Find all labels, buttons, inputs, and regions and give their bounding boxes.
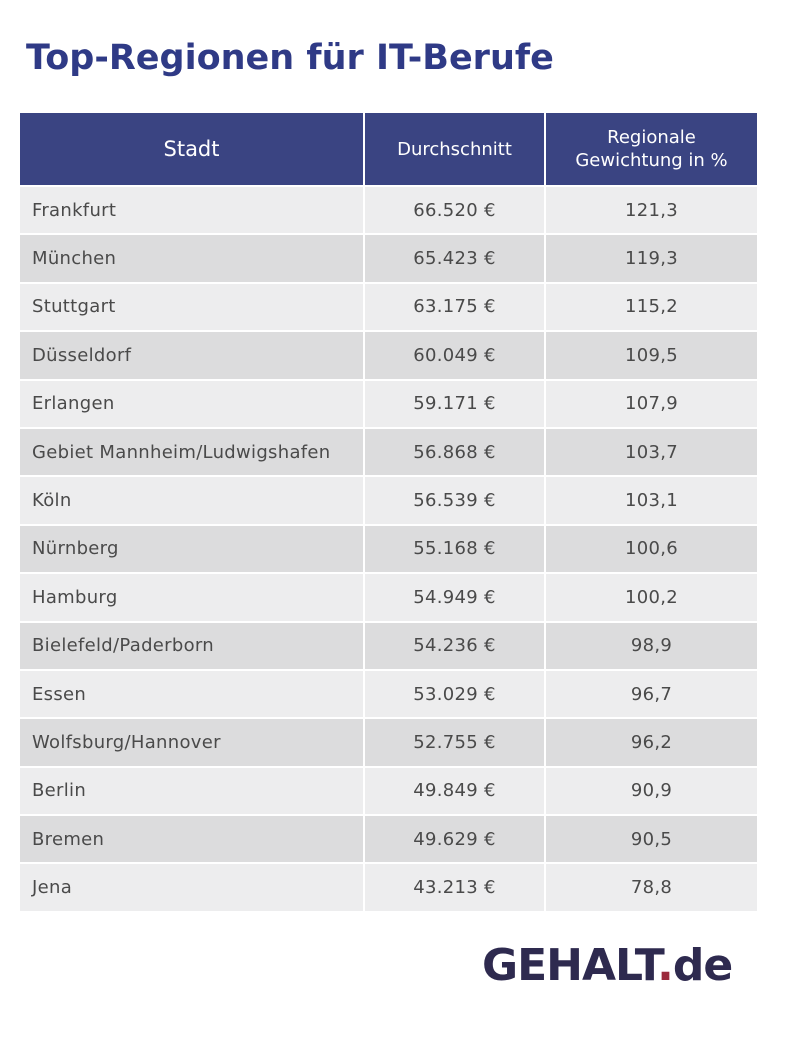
salary-table: Stadt Durchschnitt Regionale Gewichtung … xyxy=(18,111,759,913)
city-cell: Hamburg xyxy=(20,574,363,621)
table-row: Berlin 49.849 €90,9 xyxy=(20,767,757,815)
table-row: Erlangen 59.171 €107,9 xyxy=(20,380,757,427)
logo-dot: . xyxy=(657,940,674,991)
weight-cell: 96,2 xyxy=(546,719,757,766)
city-cell: Bielefeld/Paderborn xyxy=(20,622,363,669)
table-row: Stuttgart 63.175 €115,2 xyxy=(20,283,757,331)
weight-cell: 109,5 xyxy=(546,332,757,379)
column-header-city: Stadt xyxy=(20,113,363,185)
average-cell: 60.049 € xyxy=(365,332,544,379)
weight-cell: 103,7 xyxy=(546,428,757,476)
weight-cell: 103,1 xyxy=(546,477,757,524)
table-row: Jena 43.213 €78,8 xyxy=(20,864,757,911)
weight-cell: 119,3 xyxy=(546,235,757,282)
city-cell: Nürnberg xyxy=(20,525,363,573)
table-header-row: Stadt Durchschnitt Regionale Gewichtung … xyxy=(20,113,757,185)
table-row: Köln 56.539 €103,1 xyxy=(20,477,757,524)
city-cell: Köln xyxy=(20,477,363,524)
logo-suffix: de xyxy=(672,940,733,991)
gehalt-logo: GEHALT.de xyxy=(482,938,733,994)
weight-cell: 100,2 xyxy=(546,574,757,621)
city-cell: Berlin xyxy=(20,767,363,815)
weight-cell: 107,9 xyxy=(546,380,757,427)
average-cell: 63.175 € xyxy=(365,283,544,331)
average-cell: 55.168 € xyxy=(365,525,544,573)
table-row: Hamburg 54.949 €100,2 xyxy=(20,574,757,621)
average-cell: 52.755 € xyxy=(365,719,544,766)
average-cell: 54.949 € xyxy=(365,574,544,621)
table-row: Bielefeld/Paderborn 54.236 €98,9 xyxy=(20,622,757,669)
average-cell: 56.868 € xyxy=(365,428,544,476)
weight-cell: 96,7 xyxy=(546,670,757,718)
city-cell: Jena xyxy=(20,864,363,911)
weight-cell: 78,8 xyxy=(546,864,757,911)
city-cell: Erlangen xyxy=(20,380,363,427)
table-row: Düsseldorf 60.049 €109,5 xyxy=(20,332,757,379)
average-cell: 66.520 € xyxy=(365,187,544,234)
average-cell: 43.213 € xyxy=(365,864,544,911)
average-cell: 49.849 € xyxy=(365,767,544,815)
column-header-weight-text: Regionale Gewichtung in % xyxy=(575,127,728,171)
table-row: Wolfsburg/Hannover 52.755 €96,2 xyxy=(20,719,757,766)
weight-cell: 100,6 xyxy=(546,525,757,573)
page-title: Top-Regionen für IT-Berufe xyxy=(26,38,554,78)
table-row: Frankfurt 66.520 €121,3 xyxy=(20,187,757,234)
table-row: Gebiet Mannheim/Ludwigshafen 56.868 €103,… xyxy=(20,428,757,476)
average-cell: 49.629 € xyxy=(365,816,544,863)
average-cell: 56.539 € xyxy=(365,477,544,524)
city-cell: Gebiet Mannheim/Ludwigshafen xyxy=(20,428,363,476)
weight-cell: 90,9 xyxy=(546,767,757,815)
average-cell: 54.236 € xyxy=(365,622,544,669)
city-cell: Düsseldorf xyxy=(20,332,363,379)
city-cell: Frankfurt xyxy=(20,187,363,234)
weight-cell: 121,3 xyxy=(546,187,757,234)
city-cell: Stuttgart xyxy=(20,283,363,331)
city-cell: Wolfsburg/Hannover xyxy=(20,719,363,766)
column-header-weight: Regionale Gewichtung in % xyxy=(546,113,757,185)
table-row: Bremen 49.629 €90,5 xyxy=(20,816,757,863)
column-header-average: Durchschnitt xyxy=(365,113,544,185)
city-cell: Bremen xyxy=(20,816,363,863)
table-body: Frankfurt 66.520 €121,3 München 65.423 €119… xyxy=(20,187,757,911)
table-row: Nürnberg 55.168 €100,6 xyxy=(20,525,757,573)
average-cell: 53.029 € xyxy=(365,670,544,718)
average-cell: 65.423 € xyxy=(365,235,544,282)
weight-cell: 115,2 xyxy=(546,283,757,331)
logo-main: GEHALT xyxy=(482,940,658,991)
average-cell: 59.171 € xyxy=(365,380,544,427)
table-row: Essen 53.029 €96,7 xyxy=(20,670,757,718)
table-row: München 65.423 €119,3 xyxy=(20,235,757,282)
weight-cell: 98,9 xyxy=(546,622,757,669)
city-cell: Essen xyxy=(20,670,363,718)
city-cell: München xyxy=(20,235,363,282)
weight-cell: 90,5 xyxy=(546,816,757,863)
